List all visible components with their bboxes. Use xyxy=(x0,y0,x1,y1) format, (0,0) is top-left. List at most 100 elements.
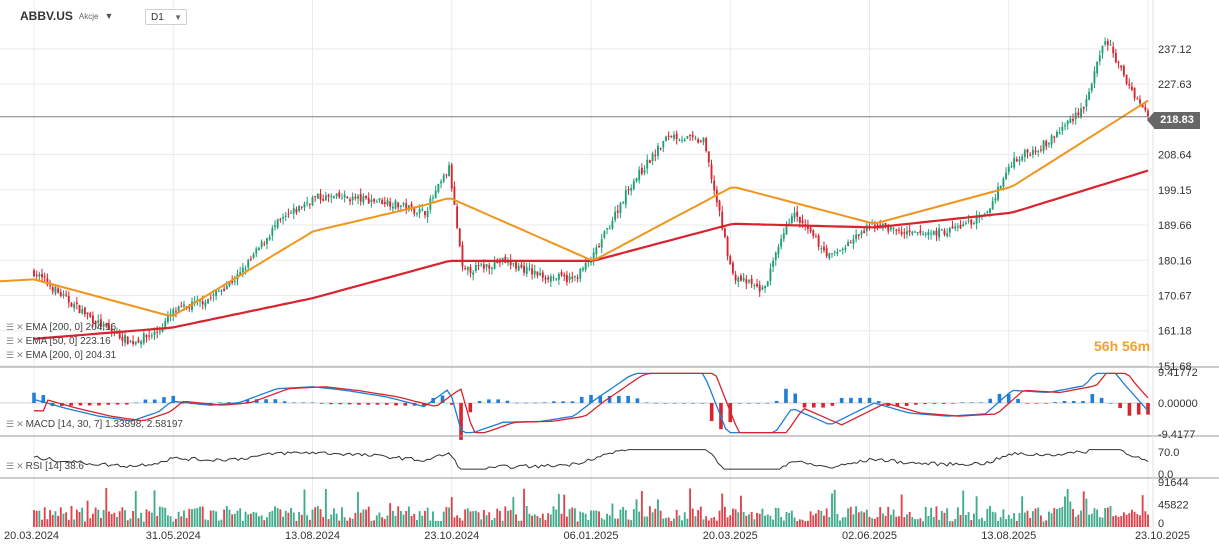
volume-bar xyxy=(833,489,836,527)
volume-bar xyxy=(456,515,459,527)
settings-icon[interactable]: ☰ xyxy=(6,419,14,429)
macd-panel xyxy=(0,372,1150,440)
volume-bar xyxy=(533,514,536,527)
volume-bar xyxy=(381,517,384,527)
macd-histogram-bar xyxy=(282,401,287,403)
volume-bar xyxy=(65,512,68,527)
candle-body xyxy=(579,268,582,279)
timeframe-select[interactable]: D1 ▼ xyxy=(145,9,187,25)
volume-bar xyxy=(935,506,938,527)
close-icon[interactable]: ✕ xyxy=(16,350,23,360)
volume-bar xyxy=(177,511,180,527)
candle-body xyxy=(274,225,276,228)
close-icon[interactable]: ✕ xyxy=(16,461,23,471)
volume-bar xyxy=(1064,496,1066,527)
volume-bar xyxy=(855,506,858,527)
volume-bar xyxy=(737,512,740,527)
candle-body xyxy=(742,277,745,281)
volume-bar xyxy=(102,510,105,527)
volume-bar xyxy=(962,490,965,527)
volume-bar xyxy=(407,506,410,527)
macd-histogram-bar xyxy=(737,403,742,404)
macd-histogram-bar xyxy=(468,403,473,413)
settings-icon[interactable]: ☰ xyxy=(6,461,14,471)
volume-bar xyxy=(847,508,850,527)
candle-body xyxy=(964,222,967,224)
macd-histogram-bar xyxy=(1044,403,1048,404)
macd-histogram-bar xyxy=(821,403,825,408)
macd-histogram-bar xyxy=(552,401,556,403)
volume-bar xyxy=(1136,514,1139,527)
candle-body xyxy=(568,276,571,280)
macd-histogram-bar xyxy=(979,402,983,404)
candle-body xyxy=(65,294,68,296)
volume-bar xyxy=(560,513,563,527)
date-tick-label: 02.06.2025 xyxy=(842,530,897,542)
candle-body xyxy=(713,180,716,191)
settings-icon[interactable]: ☰ xyxy=(6,350,14,360)
candle-body xyxy=(156,331,159,333)
candle-body xyxy=(632,181,635,190)
symbol-label[interactable]: ABBV.US xyxy=(20,9,73,23)
volume-bar xyxy=(836,513,839,527)
close-icon[interactable]: ✕ xyxy=(16,419,23,429)
candle-body xyxy=(1109,44,1112,46)
volume-bar xyxy=(161,507,164,527)
volume-bar xyxy=(815,513,817,527)
candle-body xyxy=(1133,88,1136,99)
candle-body xyxy=(153,331,156,335)
candle-body xyxy=(841,248,844,251)
volume-bar xyxy=(1002,509,1005,527)
volume-bar xyxy=(322,517,325,527)
price-tick-label: 199.15 xyxy=(1158,185,1192,197)
volume-bar xyxy=(367,506,370,527)
candle-body xyxy=(1144,107,1147,111)
candle-body xyxy=(710,164,713,180)
macd-histogram-bar xyxy=(886,403,890,406)
candle-body xyxy=(410,203,413,207)
candle-body xyxy=(748,280,750,282)
volume-bar xyxy=(73,519,76,527)
volume-bar xyxy=(1037,507,1040,527)
rsi-tick-label: 0.0 xyxy=(1158,469,1173,481)
candle-body xyxy=(472,272,475,275)
macd-histogram-bar xyxy=(32,392,36,403)
volume-bar xyxy=(35,510,38,527)
volume-bar xyxy=(432,511,434,527)
volume-bar xyxy=(863,512,866,527)
volume-bar xyxy=(675,509,678,527)
volume-bar xyxy=(796,521,799,527)
candle-body xyxy=(640,167,643,174)
volume-bar xyxy=(857,512,860,527)
settings-icon[interactable]: ☰ xyxy=(6,336,14,346)
candle-body xyxy=(549,276,552,282)
candle-body xyxy=(884,222,887,228)
candle-body xyxy=(1066,120,1069,125)
candle-body xyxy=(1037,151,1040,153)
close-icon[interactable]: ✕ xyxy=(16,322,23,332)
volume-bar xyxy=(595,510,598,527)
settings-icon[interactable]: ☰ xyxy=(6,322,14,332)
chevron-down-icon[interactable]: ▼ xyxy=(104,11,114,21)
candle-body xyxy=(1122,66,1125,76)
volume-bar xyxy=(536,516,539,527)
candle-body xyxy=(375,201,378,203)
volume-bar xyxy=(539,517,542,527)
candle-body xyxy=(889,227,892,230)
candle-body xyxy=(311,197,314,206)
legend-ema-fast: ☰ ✕ EMA [200, 0] 204.16 xyxy=(6,322,116,333)
volume-bar xyxy=(397,506,400,527)
volume-bar xyxy=(172,521,175,527)
candle-body xyxy=(54,286,57,294)
close-icon[interactable]: ✕ xyxy=(16,336,23,346)
volume-bar xyxy=(662,518,665,527)
candle-body xyxy=(847,241,850,247)
candle-body xyxy=(140,341,143,345)
candle-body xyxy=(394,200,397,209)
candle-body xyxy=(477,264,480,266)
candle-body xyxy=(464,267,467,269)
candle-body xyxy=(480,263,483,265)
chevron-down-icon[interactable]: ▼ xyxy=(174,13,182,22)
candle-body xyxy=(448,165,451,177)
